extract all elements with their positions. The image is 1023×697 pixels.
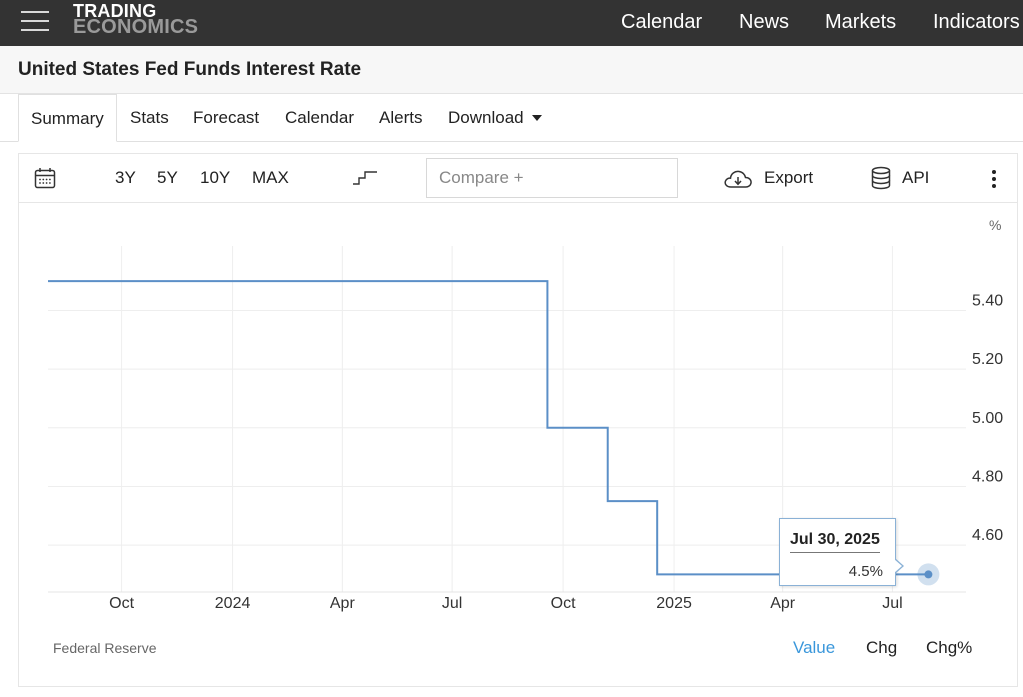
- nav-indicators[interactable]: Indicators: [933, 11, 1020, 33]
- data-point-marker: [924, 570, 933, 579]
- view-value-toggle[interactable]: Value: [793, 638, 836, 657]
- chart-tooltip: Jul 30, 2025 4.5%: [779, 518, 896, 586]
- title-bar: United States Fed Funds Interest Rate: [0, 46, 1023, 94]
- rate-chart: Oct 2024 Apr Jul Oct 2025 Apr Jul 4.60 4.80 5.00 5.…: [48, 217, 1003, 612]
- view-chg-toggle[interactable]: Chg: [866, 638, 898, 657]
- tab-stats[interactable]: Stats: [130, 108, 169, 127]
- api-button[interactable]: API: [902, 168, 930, 187]
- range-5y-button[interactable]: 5Y: [157, 168, 178, 187]
- y-tick-label: 5.20: [972, 351, 1003, 368]
- x-tick-label: Oct: [551, 595, 576, 612]
- x-tick-label: Oct: [109, 595, 134, 612]
- logo-line-1: TRADING: [73, 1, 157, 21]
- logo-line-2: ECONOMICS: [73, 16, 199, 38]
- range-10y-button[interactable]: 10Y: [200, 168, 231, 187]
- tooltip-date: Jul 30, 2025: [790, 531, 880, 553]
- x-tick-label: Apr: [330, 595, 356, 612]
- tooltip-pointer-fill: [894, 559, 902, 573]
- y-tick-label: 5.00: [972, 410, 1003, 427]
- site-logo[interactable]: TRADING ECONOMICS: [73, 1, 199, 38]
- tab-summary[interactable]: Summary: [18, 94, 117, 142]
- tab-download-label: Download: [448, 108, 524, 127]
- tab-download[interactable]: Download: [448, 108, 542, 128]
- tooltip-value: 4.5%: [848, 563, 883, 580]
- database-icon[interactable]: [871, 166, 891, 195]
- tab-calendar[interactable]: Calendar: [285, 108, 354, 127]
- tab-forecast[interactable]: Forecast: [193, 108, 260, 127]
- view-chg-pct-toggle[interactable]: Chg%: [926, 638, 973, 657]
- x-tick-label: Jul: [442, 595, 462, 612]
- y-tick-label: 4.60: [972, 527, 1003, 544]
- tab-bar: Summary Stats Forecast Calendar Alerts D…: [0, 94, 1023, 142]
- x-tick-label: 2024: [215, 595, 251, 612]
- y-tick-label: 5.40: [972, 293, 1003, 310]
- y-axis-unit: %: [989, 217, 1001, 233]
- top-nav-bar: TRADING ECONOMICS Calendar News Markets …: [0, 0, 1023, 46]
- range-max-button[interactable]: MAX: [252, 168, 289, 187]
- chart-panel: 3Y 5Y 10Y MAX Export API: [18, 153, 1018, 687]
- compare-input[interactable]: [426, 158, 678, 198]
- y-tick-label: 4.80: [972, 468, 1003, 485]
- source-label: Federal Reserve: [53, 640, 157, 656]
- page-title: United States Fed Funds Interest Rate: [18, 59, 362, 80]
- x-tick-label: 2025: [656, 595, 692, 612]
- menu-icon[interactable]: [21, 10, 49, 32]
- calendar-icon[interactable]: [34, 167, 56, 194]
- export-button[interactable]: Export: [764, 168, 814, 187]
- chevron-down-icon: [531, 114, 542, 121]
- series-line: [48, 280, 928, 576]
- step-line-icon[interactable]: [352, 169, 378, 192]
- more-vertical-icon[interactable]: [991, 169, 997, 194]
- nav-markets[interactable]: Markets: [825, 11, 897, 33]
- range-3y-button[interactable]: 3Y: [115, 168, 136, 187]
- tab-alerts[interactable]: Alerts: [379, 108, 423, 127]
- x-tick-label: Jul: [882, 595, 902, 612]
- cloud-download-icon[interactable]: [723, 168, 753, 195]
- nav-news[interactable]: News: [739, 11, 790, 33]
- nav-calendar[interactable]: Calendar: [621, 11, 703, 33]
- x-tick-label: Apr: [770, 595, 796, 612]
- chart-toolbar: 3Y 5Y 10Y MAX Export API: [19, 154, 1017, 203]
